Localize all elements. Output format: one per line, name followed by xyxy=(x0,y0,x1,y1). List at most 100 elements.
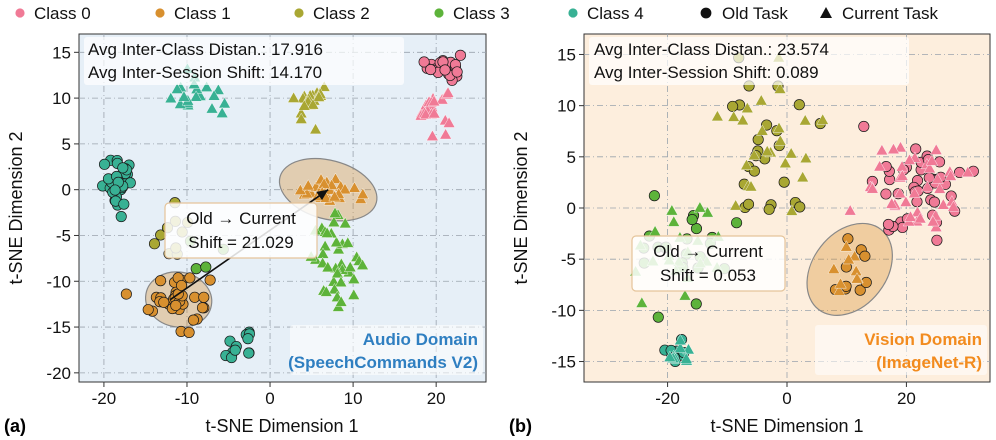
class-3-current-point xyxy=(332,243,345,255)
class-1-current-point xyxy=(848,250,861,262)
class-3-current-point xyxy=(328,206,342,218)
class-3-old-point xyxy=(690,298,702,310)
legend-marker-current-task xyxy=(820,7,832,18)
class-1-old-point xyxy=(198,291,210,303)
x-tick-label: 10 xyxy=(344,389,363,408)
class-2-current-point xyxy=(784,147,798,159)
class-3-current-point xyxy=(331,267,344,279)
class-0-current-point xyxy=(908,186,921,198)
panel-a: Avg Inter-Class Distan.: 17.916 Avg Inte… xyxy=(4,33,487,436)
y-tick-label: -20 xyxy=(46,364,71,383)
class-0-current-point xyxy=(875,144,889,156)
class-0-old-point xyxy=(928,196,940,208)
class-2-current-point xyxy=(318,80,331,92)
class-1-current-point xyxy=(328,190,341,202)
class-2-current-point xyxy=(799,151,813,163)
class-0-current-point xyxy=(904,210,917,222)
class-0-current-point xyxy=(427,95,441,107)
class-2-current-point xyxy=(727,110,740,122)
class-3-current-point xyxy=(339,217,352,229)
class-3-current-point xyxy=(347,272,361,284)
class-0-old-point xyxy=(451,66,463,78)
class-3-old-point xyxy=(690,223,703,235)
class-2-current-point xyxy=(740,158,753,170)
class-0-current-point xyxy=(866,182,879,194)
class-3-current-point xyxy=(334,275,348,287)
shift-value-a: Shift = 21.029 xyxy=(188,233,293,252)
class-3-current-point xyxy=(341,236,354,248)
class-0-old-point xyxy=(858,120,870,133)
class-2-current-point xyxy=(711,110,724,122)
class-3-current-point xyxy=(320,226,334,238)
x-tick-label: 20 xyxy=(897,389,916,408)
class-1-old-point xyxy=(158,296,170,308)
class-1-old-point xyxy=(120,288,132,300)
class-2-old-point xyxy=(727,100,739,112)
class-1-old-point xyxy=(142,304,154,316)
class-4-current-point xyxy=(205,102,219,114)
class-1-current-point xyxy=(317,177,331,189)
y-tick-label: 0 xyxy=(567,199,576,218)
class-4-old-point xyxy=(117,162,129,174)
class-0-old-point xyxy=(439,64,451,76)
legend-marker-class-4 xyxy=(567,7,579,19)
class-4-current-point xyxy=(177,90,191,102)
class-0-current-point xyxy=(914,212,927,224)
legend-marker-class-2 xyxy=(293,7,305,19)
ticks-a: -20 -10 0 10 20 -20 -15 -10 -5 0 5 10 15 xyxy=(46,43,445,408)
class-0-current-point xyxy=(933,182,946,194)
stats-line-1-b: Avg Inter-Class Distan.: 23.574 xyxy=(594,40,829,59)
class-0-current-point xyxy=(873,160,886,172)
class-4-current-point xyxy=(218,97,231,109)
class-3-current-point xyxy=(321,261,334,273)
class-0-current-point xyxy=(926,215,940,227)
domain-label-b: Vision Domain xyxy=(864,330,982,349)
class-4-old-point xyxy=(98,158,111,170)
x-tick-label: 0 xyxy=(782,389,791,408)
legend-marker-class-0 xyxy=(14,7,26,19)
class-1-current-point xyxy=(356,187,370,199)
class-0-current-point xyxy=(944,169,957,181)
class-4-current-point xyxy=(674,341,687,353)
points-a xyxy=(97,49,466,364)
class-1-current-point xyxy=(834,277,847,289)
class-1-old-point xyxy=(175,279,188,292)
class-1-old-point xyxy=(187,314,199,326)
class-0-current-point xyxy=(947,200,960,212)
y-tick-label: -10 xyxy=(46,272,71,291)
class-2-current-point xyxy=(779,156,792,168)
class-0-current-point xyxy=(441,86,455,98)
y-tick-label: -10 xyxy=(551,301,576,320)
shift-label-a: Old → Current xyxy=(186,209,296,228)
class-0-old-point xyxy=(910,143,922,155)
domain-box-b xyxy=(815,325,987,375)
class-2-old-point xyxy=(793,99,805,111)
class-2-old-point xyxy=(742,198,755,210)
class-1-current-point xyxy=(302,179,315,191)
class-0-current-point xyxy=(925,154,939,166)
stats-line-2-b: Avg Inter-Session Shift: 0.089 xyxy=(594,63,819,82)
y-tick-label: -5 xyxy=(56,226,71,245)
class-2-current-point xyxy=(741,101,754,113)
class-1-old-point xyxy=(859,250,871,262)
class-4-current-point xyxy=(674,333,687,346)
class-3-current-point xyxy=(330,235,343,248)
class-3-current-point xyxy=(635,296,649,308)
domain-box-a xyxy=(290,325,483,375)
class-2-current-point xyxy=(298,99,311,111)
class-2-current-point xyxy=(295,112,308,124)
class-2-current-point xyxy=(736,114,749,126)
class-0-current-point xyxy=(887,142,900,154)
class-0-current-point xyxy=(937,198,950,210)
class-0-current-point xyxy=(428,107,441,119)
class-1-old-point xyxy=(204,274,216,286)
legend-label-old-task: Old Task xyxy=(722,4,788,23)
y-tick-label: 15 xyxy=(52,43,71,62)
class-4-old-point xyxy=(109,184,121,196)
stats-box-a xyxy=(84,37,404,85)
class-2-current-point xyxy=(796,171,809,183)
class-4-old-point xyxy=(229,344,241,356)
class-2-old-point xyxy=(763,203,775,215)
legend-label-current-task: Current Task xyxy=(842,4,939,23)
class-2-old-point xyxy=(778,176,790,188)
